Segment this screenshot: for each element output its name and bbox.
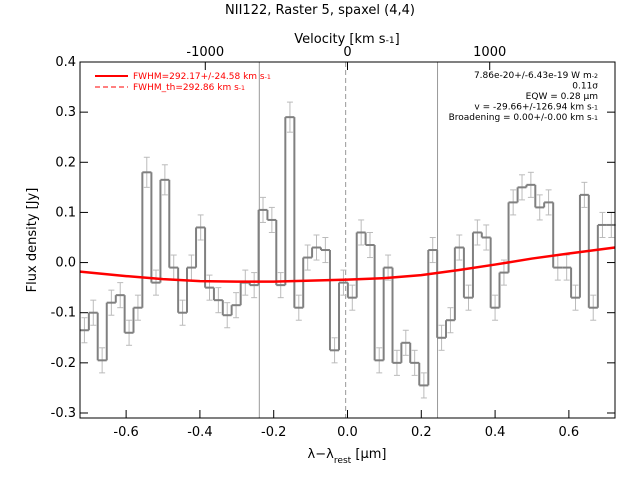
annotation-part: -2 bbox=[592, 73, 598, 80]
annotation-part: -1 bbox=[592, 115, 598, 122]
x-tick-label: 0.2 bbox=[411, 425, 432, 440]
x2-axis-label-part: -1 bbox=[386, 36, 395, 46]
legend-text: FWHM_th=292.86 km s-1 bbox=[133, 83, 245, 93]
x-axis-label-part: [μm] bbox=[351, 447, 386, 462]
y-tick-label: 0.0 bbox=[55, 256, 76, 271]
y-tick-label: 0.3 bbox=[55, 105, 76, 120]
legend-text-part: FWHM_th=292.86 km s bbox=[133, 83, 239, 93]
x-tick-label: 0.0 bbox=[337, 425, 358, 440]
annotation: EQW = 0.28 μm bbox=[526, 92, 598, 102]
x-axis-label-part: λ−λ bbox=[308, 447, 335, 462]
x2-axis-label-part: ] bbox=[395, 32, 400, 47]
x-tick-label: 0.4 bbox=[485, 425, 506, 440]
x2-axis-label: Velocity [km s-1] bbox=[294, 32, 399, 47]
annotation-part: 7.86e-20+/-6.43e-19 W m bbox=[474, 71, 592, 81]
legend-text-part: -1 bbox=[239, 85, 245, 92]
y-tick-label: 0.2 bbox=[55, 155, 76, 170]
annotation-part: EQW = 0.28 μm bbox=[526, 92, 598, 102]
x2-tick-label: -1000 bbox=[186, 45, 224, 60]
annotation-part: 0.11σ bbox=[572, 82, 598, 92]
legend-text: FWHM=292.17+/-24.58 km s-1 bbox=[133, 72, 271, 82]
x-axis-label: λ−λrest [μm] bbox=[308, 447, 387, 466]
legend-text-part: FWHM=292.17+/-24.58 km s bbox=[133, 72, 265, 82]
y-tick-label: -0.1 bbox=[51, 306, 76, 321]
x-tick-label: -0.2 bbox=[261, 425, 286, 440]
x-axis-label-part: rest bbox=[334, 456, 352, 466]
x-tick-label: 0.6 bbox=[559, 425, 580, 440]
x2-axis-label-part: Velocity [km s bbox=[294, 32, 386, 47]
y-axis-label: Flux density [Jy] bbox=[25, 188, 40, 293]
legend-text-part: -1 bbox=[265, 74, 271, 81]
annotation: 7.86e-20+/-6.43e-19 W m-2 bbox=[474, 71, 598, 81]
annotation: v = -29.66+/-126.94 km s-1 bbox=[474, 103, 598, 113]
y-tick-label: -0.2 bbox=[51, 356, 76, 371]
x2-tick-label: 1000 bbox=[473, 45, 506, 60]
annotation-part: -1 bbox=[592, 105, 598, 112]
annotation: Broadening = 0.00+/-0.00 km s-1 bbox=[449, 113, 598, 123]
x-tick-label: -0.6 bbox=[113, 425, 138, 440]
y-tick-label: -0.3 bbox=[51, 406, 76, 421]
annotation-part: Broadening = 0.00+/-0.00 km s bbox=[449, 113, 592, 123]
fit-line bbox=[79, 246, 616, 283]
x-tick-label: -0.4 bbox=[187, 425, 212, 440]
x2-tick-label: 0 bbox=[343, 45, 351, 60]
annotation-part: v = -29.66+/-126.94 km s bbox=[474, 103, 592, 113]
annotation: 0.11σ bbox=[572, 82, 598, 92]
chart-title: NII122, Raster 5, spaxel (4,4) bbox=[225, 3, 415, 18]
y-tick-label: 0.1 bbox=[55, 205, 76, 220]
y-tick-label: 0.4 bbox=[55, 55, 76, 70]
